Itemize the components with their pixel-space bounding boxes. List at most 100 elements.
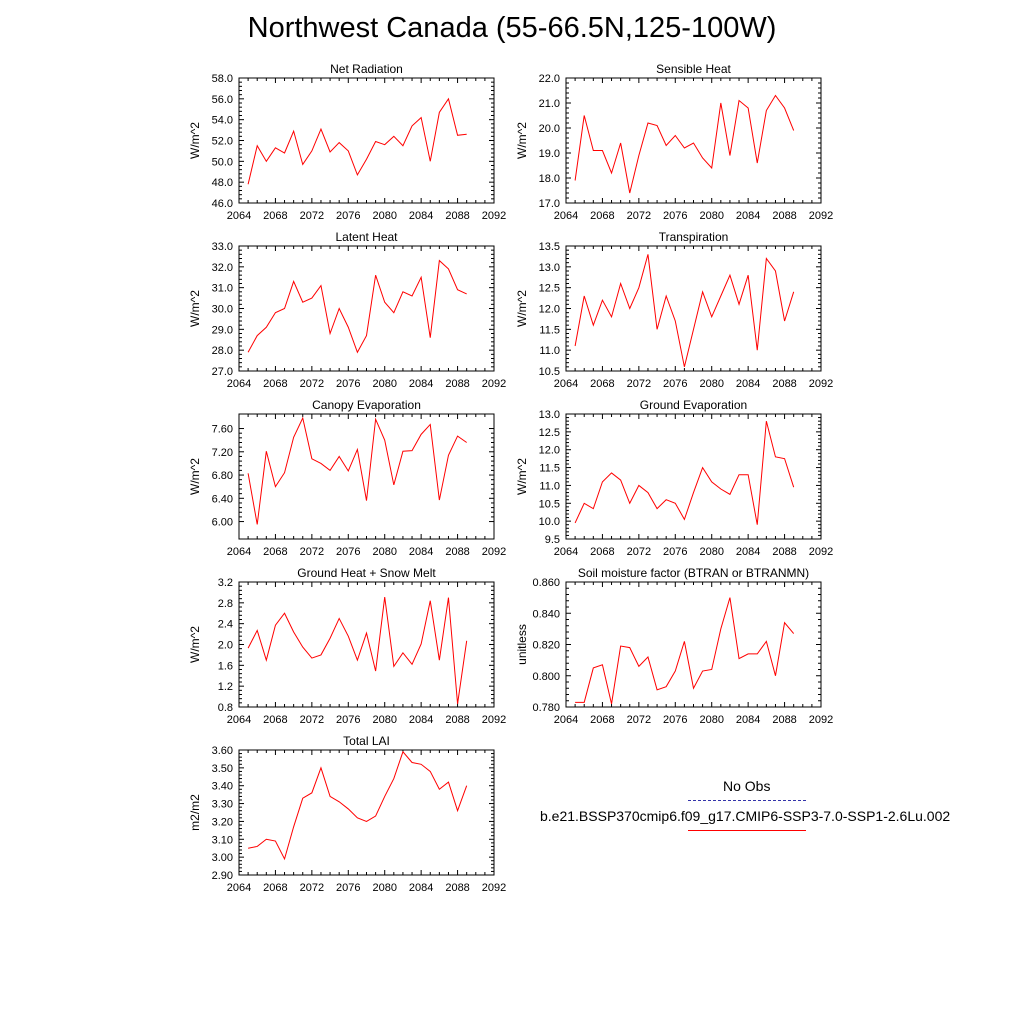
chart-panel-5: Canopy Evaporation W/m^2 2064 2068 2072 2076 2… [188,398,506,558]
y-tick-label: 3.00 [212,852,233,864]
chart-panel-6: Ground Evaporation W/m^2 2064 2068 2072 2076 2… [515,398,833,558]
y-tick-label: 1.2 [218,681,233,693]
y-tick-label: 13.5 [539,241,560,253]
x-tick-label: 2068 [263,714,287,726]
x-tick-label: 2084 [409,546,433,558]
x-tick-label: 2088 [772,546,796,558]
x-tick-label: 2068 [590,546,614,558]
series-line [247,597,468,704]
y-tick-label: 22.0 [539,73,560,85]
chart-panel-8: Soil moisture factor (BTRAN or BTRANMN) u… [515,566,833,726]
y-tick-label: 3.20 [212,816,233,828]
x-tick-label: 2072 [300,714,324,726]
x-tick-label: 2072 [627,546,651,558]
y-axis-label: W/m^2 [188,626,202,663]
y-tick-label: 11.5 [539,324,560,336]
x-tick-label: 2072 [300,210,324,222]
y-axis-label: W/m^2 [515,458,529,495]
y-tick-label: 19.0 [539,148,560,160]
y-tick-label: 32.0 [212,262,233,274]
x-tick-label: 2076 [336,378,360,390]
y-tick-label: 11.5 [539,463,560,475]
x-tick-label: 2092 [809,714,833,726]
y-tick-label: 20.0 [539,123,560,135]
x-tick-label: 2072 [300,378,324,390]
x-tick-label: 2064 [227,714,251,726]
x-tick-label: 2064 [227,210,251,222]
y-tick-label: 52.0 [212,136,233,148]
x-tick-label: 2092 [482,546,506,558]
y-axis-label: W/m^2 [515,290,529,327]
y-tick-label: 2.90 [212,870,233,882]
y-tick-label: 10.0 [539,516,560,528]
y-tick-label: 2.8 [218,598,233,610]
y-tick-label: 0.800 [532,671,560,683]
x-tick-label: 2072 [300,882,324,894]
series-line [248,750,468,861]
y-tick-label: 17.0 [539,198,560,210]
y-tick-label: 6.00 [212,517,233,529]
y-tick-label: 18.0 [539,173,560,185]
chart-panel-2: Sensible Heat W/m^2 2064 2068 2072 2076 2080 20… [515,62,833,222]
y-tick-label: 27.0 [212,366,233,378]
series-line [574,421,795,525]
x-tick-label: 2076 [663,378,687,390]
y-axis-label: m2/m2 [188,794,202,831]
legend-obs-line [688,800,806,801]
x-tick-label: 2092 [809,378,833,390]
x-tick-label: 2080 [372,546,396,558]
x-tick-label: 2092 [482,714,506,726]
y-tick-label: 3.40 [212,781,233,793]
x-tick-label: 2080 [699,378,723,390]
y-tick-label: 58.0 [212,73,233,85]
x-tick-label: 2088 [445,714,469,726]
y-axis-label: W/m^2 [188,290,202,327]
panel-title: Sensible Heat [656,62,731,76]
x-tick-label: 2088 [445,378,469,390]
chart-panel-7: Ground Heat + Snow Melt W/m^2 2064 2068 2072… [188,566,506,726]
plot-frame [238,77,495,204]
y-tick-label: 0.840 [532,608,560,620]
x-tick-label: 2092 [482,882,506,894]
series-line [574,254,795,367]
y-tick-label: 1.6 [218,660,233,672]
panel-title: Latent Heat [335,230,398,244]
series-line [247,416,467,525]
figure-title: Northwest Canada (55-66.5N,125-100W) [247,12,777,44]
x-tick-label: 2092 [482,378,506,390]
panel-title: Ground Evaporation [640,398,747,412]
legend-model-label: b.e21.BSSP370cmip6.f09_g17.CMIP6-SSP3-7.… [540,808,951,824]
x-tick-label: 2068 [590,210,614,222]
x-tick-label: 2072 [627,210,651,222]
x-tick-label: 2084 [409,378,433,390]
x-tick-label: 2092 [482,210,506,222]
y-tick-label: 3.50 [212,763,233,775]
chart-panel-4: Transpiration W/m^2 2064 2068 2072 2076 2080 20… [515,230,833,390]
series-line [574,94,795,194]
y-tick-label: 13.0 [539,409,560,421]
chart-panel-9: Total LAI m2/m2 2064 2068 2072 2076 2080 2084 20… [188,734,506,894]
y-tick-label: 21.0 [539,98,560,110]
y-tick-label: 2.0 [218,640,233,652]
y-tick-label: 9.5 [545,534,560,546]
panel-title: Net Radiation [330,62,403,76]
y-tick-label: 6.80 [212,470,233,482]
y-tick-label: 30.0 [212,304,233,316]
panel-title: Soil moisture factor (BTRAN or BTRANMN) [578,566,809,580]
y-tick-label: 2.4 [218,619,233,631]
x-tick-label: 2072 [300,546,324,558]
x-tick-label: 2088 [445,882,469,894]
x-tick-label: 2084 [736,714,760,726]
x-tick-label: 2080 [699,714,723,726]
y-tick-label: 31.0 [212,283,233,295]
x-tick-label: 2084 [409,882,433,894]
x-tick-label: 2080 [372,378,396,390]
y-axis-label: W/m^2 [188,458,202,495]
x-tick-label: 2088 [445,546,469,558]
x-tick-label: 2084 [736,546,760,558]
x-tick-label: 2068 [263,378,287,390]
y-tick-label: 50.0 [212,156,233,168]
plot-frame [238,413,495,540]
y-tick-label: 11.0 [539,480,560,492]
x-tick-label: 2084 [736,210,760,222]
